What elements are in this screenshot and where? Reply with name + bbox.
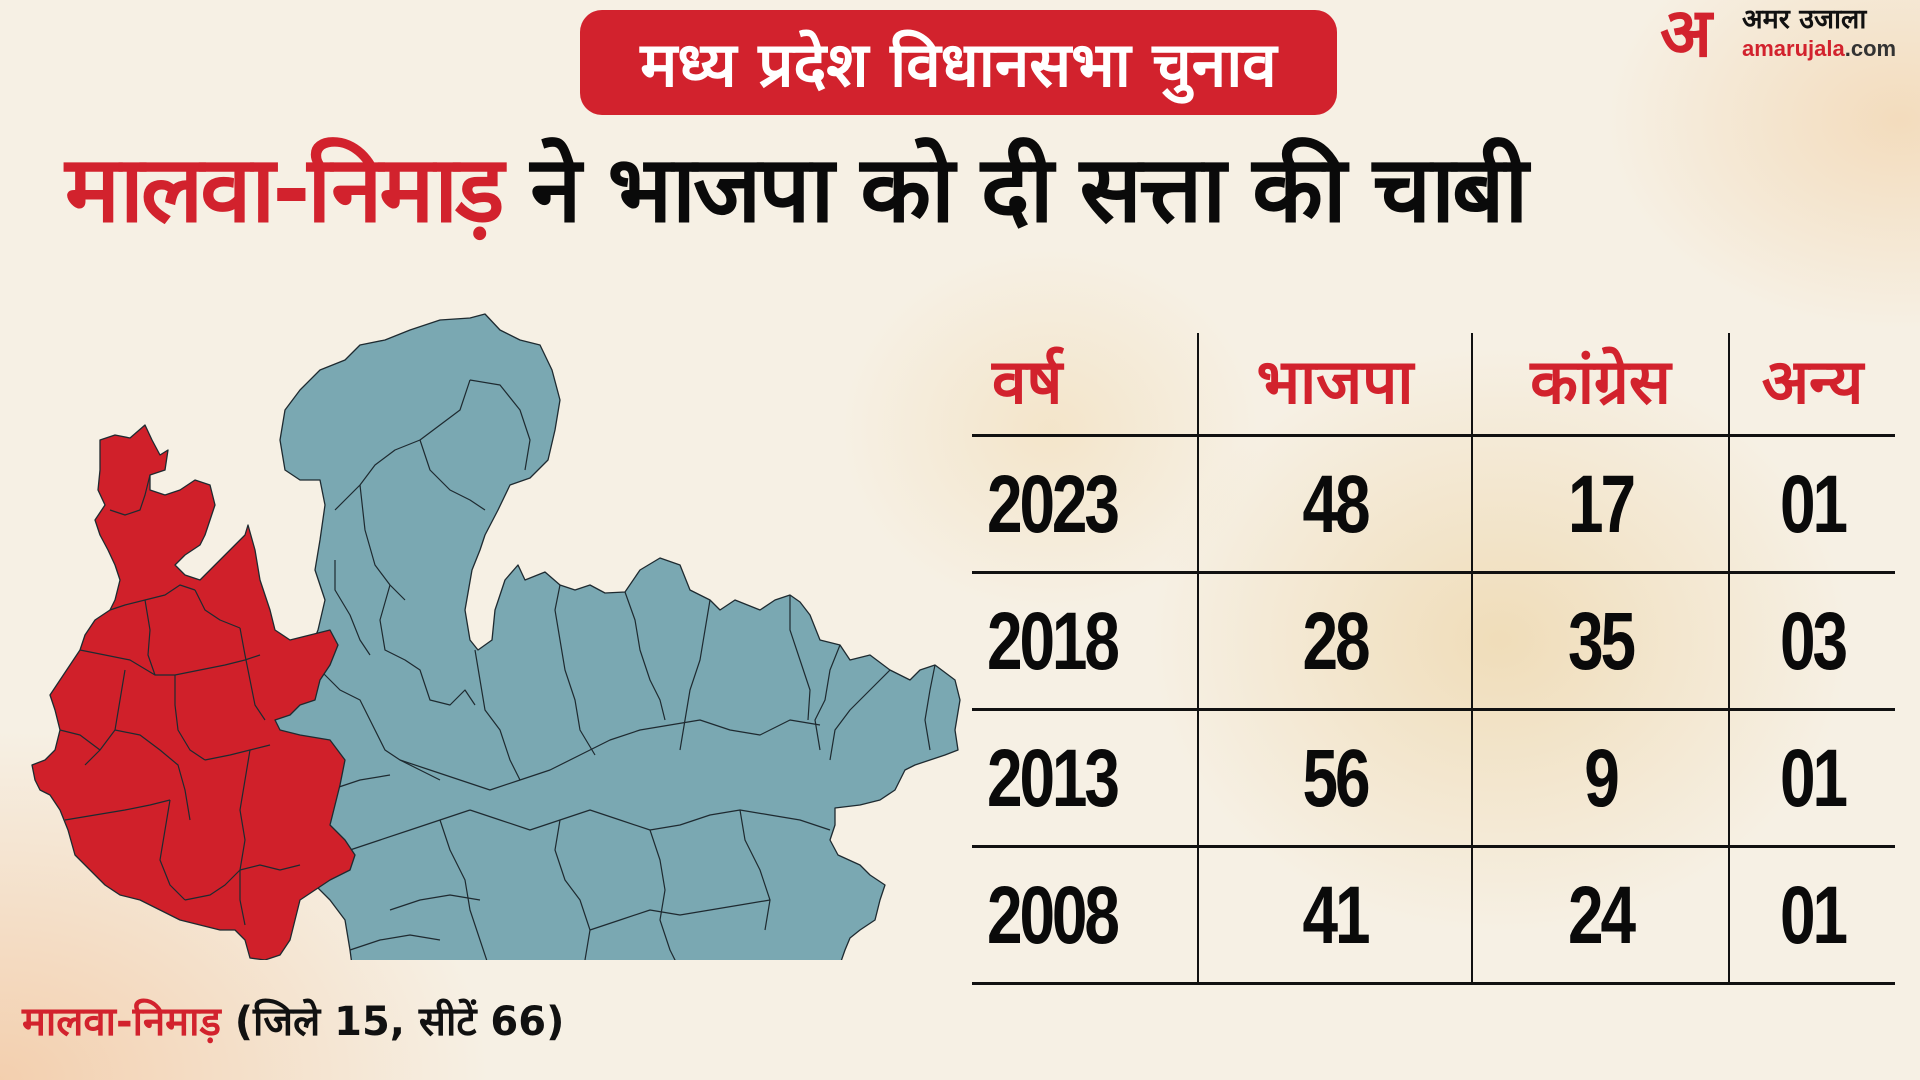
table-rule <box>972 434 1895 437</box>
logo-mark-icon: अ <box>1660 0 1712 73</box>
cell-congress: 24 <box>1568 869 1636 961</box>
cell-others: 01 <box>1780 732 1848 824</box>
cell-year: 2023 <box>987 458 1120 550</box>
cell-congress: 9 <box>1584 732 1620 824</box>
cell-others: 01 <box>1780 869 1848 961</box>
cell-others: 01 <box>1780 458 1848 550</box>
map-region-malwa-nimar <box>31 424 356 960</box>
cell-others: 03 <box>1780 595 1848 687</box>
logo-site: amarujala.com <box>1742 36 1896 62</box>
amarujala-logo: अ अमर उजाला amarujala.com <box>1660 0 1915 70</box>
logo-site-tld: .com <box>1844 36 1897 61</box>
column-divider <box>1471 333 1473 985</box>
logo-site-name: amarujala <box>1742 36 1845 61</box>
column-divider <box>1728 333 1730 985</box>
header-year: वर्ष <box>992 345 1063 418</box>
cell-year: 2018 <box>987 595 1120 687</box>
header-others: अन्य <box>1761 345 1864 418</box>
cell-bjp: 48 <box>1302 458 1371 550</box>
headline-highlight: मालवा-निमाड़ <box>65 136 504 243</box>
table-rule <box>972 571 1895 574</box>
map-caption: मालवा-निमाड़ (जिले 15, सीटें 66) <box>22 992 564 1052</box>
cell-bjp: 28 <box>1302 595 1371 687</box>
caption-region: मालवा-निमाड़ <box>22 999 221 1045</box>
table-rule <box>972 982 1895 985</box>
header-bjp: भाजपा <box>1256 345 1414 418</box>
banner-label: मध्य प्रदेश विधानसभा चुनाव <box>640 27 1277 101</box>
column-divider <box>1197 333 1199 985</box>
caption-details: (जिले 15, सीटें 66) <box>220 999 565 1045</box>
cell-year: 2008 <box>987 869 1120 961</box>
table-header: वर्ष भाजपा कांग्रेस अन्य <box>972 330 1895 435</box>
cell-congress: 35 <box>1568 595 1636 687</box>
table-rule <box>972 708 1895 711</box>
cell-bjp: 41 <box>1302 869 1371 961</box>
logo-hindi-name: अमर उजाला <box>1742 4 1867 35</box>
headline-rest: ने भाजपा को दी सत्ता की चाबी <box>501 136 1528 243</box>
table-rule <box>972 845 1895 848</box>
header-congress: कांग्रेस <box>1530 345 1671 418</box>
cell-congress: 17 <box>1568 458 1636 550</box>
madhya-pradesh-map <box>31 313 961 960</box>
election-banner: मध्य प्रदेश विधानसभा चुनाव <box>580 10 1337 115</box>
cell-year: 2013 <box>987 732 1120 824</box>
headline: मालवा-निमाड़ ने भाजपा को दी सत्ता की चाब… <box>65 132 1885 247</box>
cell-bjp: 56 <box>1302 732 1371 824</box>
